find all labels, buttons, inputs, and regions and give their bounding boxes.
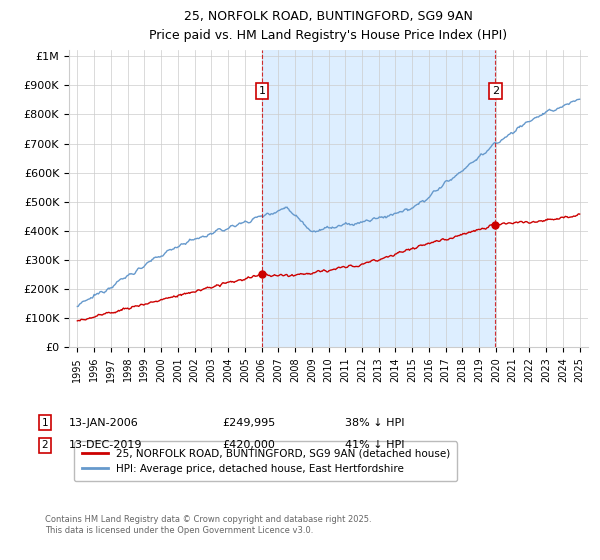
Text: 41% ↓ HPI: 41% ↓ HPI [345, 440, 404, 450]
Text: 2: 2 [41, 440, 49, 450]
Title: 25, NORFOLK ROAD, BUNTINGFORD, SG9 9AN
Price paid vs. HM Land Registry's House P: 25, NORFOLK ROAD, BUNTINGFORD, SG9 9AN P… [149, 10, 508, 43]
Text: 13-DEC-2019: 13-DEC-2019 [69, 440, 143, 450]
Text: 1: 1 [259, 86, 266, 96]
Text: 13-JAN-2006: 13-JAN-2006 [69, 418, 139, 428]
Text: 1: 1 [41, 418, 49, 428]
Bar [262, 50, 495, 347]
Text: 38% ↓ HPI: 38% ↓ HPI [345, 418, 404, 428]
Text: £420,000: £420,000 [222, 440, 275, 450]
Text: Contains HM Land Registry data © Crown copyright and database right 2025.
This d: Contains HM Land Registry data © Crown c… [45, 515, 371, 535]
Text: £249,995: £249,995 [222, 418, 275, 428]
Text: 2: 2 [491, 86, 499, 96]
Legend: 25, NORFOLK ROAD, BUNTINGFORD, SG9 9AN (detached house), HPI: Average price, det: 25, NORFOLK ROAD, BUNTINGFORD, SG9 9AN (… [74, 441, 457, 481]
